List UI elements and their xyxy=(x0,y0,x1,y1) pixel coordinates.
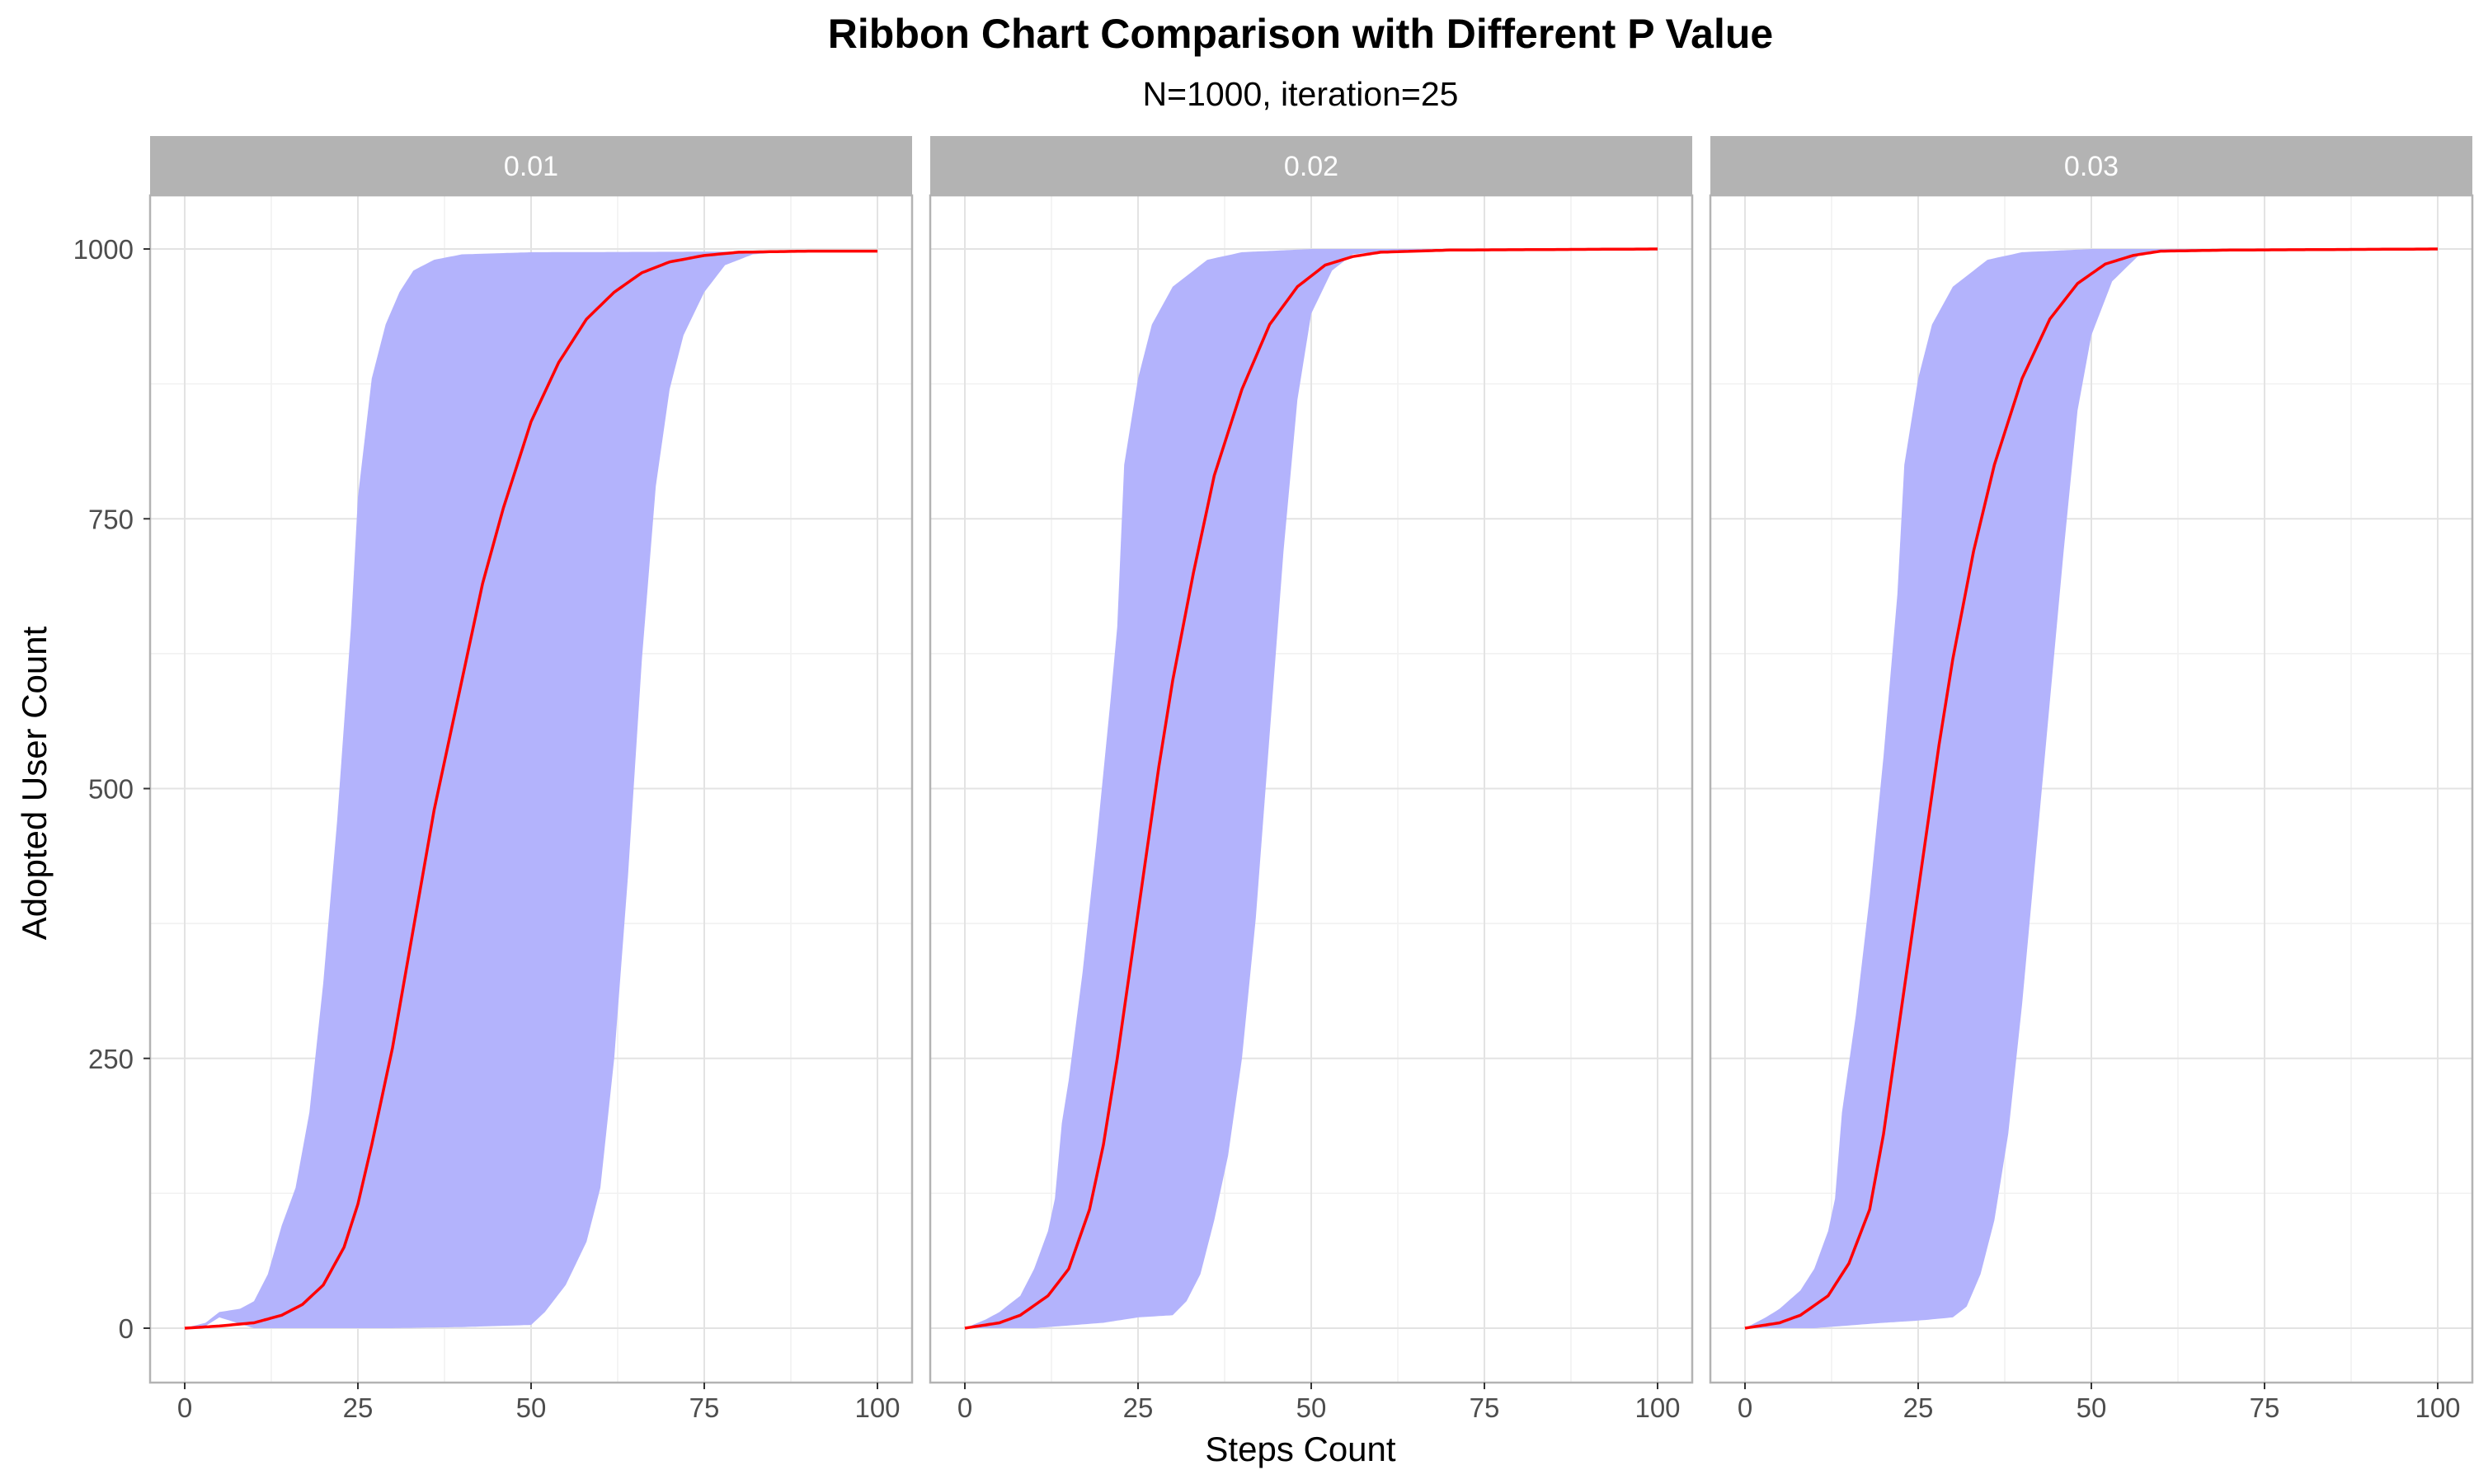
chart-subtitle: N=1000, iteration=25 xyxy=(1143,75,1459,113)
facet-strip-label: 0.02 xyxy=(1284,151,1338,182)
x-axis-title: Steps Count xyxy=(1205,1430,1395,1468)
mean-line xyxy=(184,249,877,1330)
x-tick-label: 75 xyxy=(1470,1392,1500,1423)
x-tick-label: 25 xyxy=(1123,1392,1154,1423)
x-tick-label: 75 xyxy=(2250,1392,2280,1423)
mean-line xyxy=(1744,247,2438,1330)
facet-panel: 0.03 0 25 50 75 100 xyxy=(1709,136,2474,1423)
ribbon-band xyxy=(185,251,877,1329)
x-tick-label: 100 xyxy=(854,1392,900,1423)
facet-strip-label: 0.03 xyxy=(2064,151,2119,182)
x-tick-label: 50 xyxy=(516,1392,547,1423)
facet-panel: 0.02 0 25 50 75 100 xyxy=(929,136,1694,1423)
y-tick-label: 1000 xyxy=(73,234,134,265)
y-tick-label: 750 xyxy=(88,504,134,534)
ribbon-band xyxy=(1745,249,2438,1328)
x-tick-label: 25 xyxy=(343,1392,374,1423)
x-tick-label: 100 xyxy=(2415,1392,2460,1423)
x-tick-label: 0 xyxy=(1738,1392,1752,1423)
x-tick-label: 75 xyxy=(689,1392,720,1423)
y-tick-label: 0 xyxy=(119,1313,134,1344)
x-tick-label: 50 xyxy=(1296,1392,1327,1423)
x-tick-label: 0 xyxy=(957,1392,972,1423)
facet-strip-label: 0.01 xyxy=(504,151,558,182)
y-tick-label: 250 xyxy=(88,1044,134,1074)
ribbon-band xyxy=(965,249,1658,1328)
y-tick-label: 500 xyxy=(88,774,134,805)
facet-strip xyxy=(1710,136,2472,195)
x-tick-label: 25 xyxy=(1903,1392,1934,1423)
facet-strip xyxy=(150,136,912,195)
x-tick-label: 100 xyxy=(1634,1392,1680,1423)
x-tick-label: 0 xyxy=(177,1392,192,1423)
x-tick-label: 50 xyxy=(2077,1392,2107,1423)
facet-strip xyxy=(930,136,1692,195)
chart-title: Ribbon Chart Comparison with Different P… xyxy=(828,11,1773,57)
y-axis-title: Adopted User Count xyxy=(15,626,54,940)
mean-line xyxy=(964,247,1658,1330)
